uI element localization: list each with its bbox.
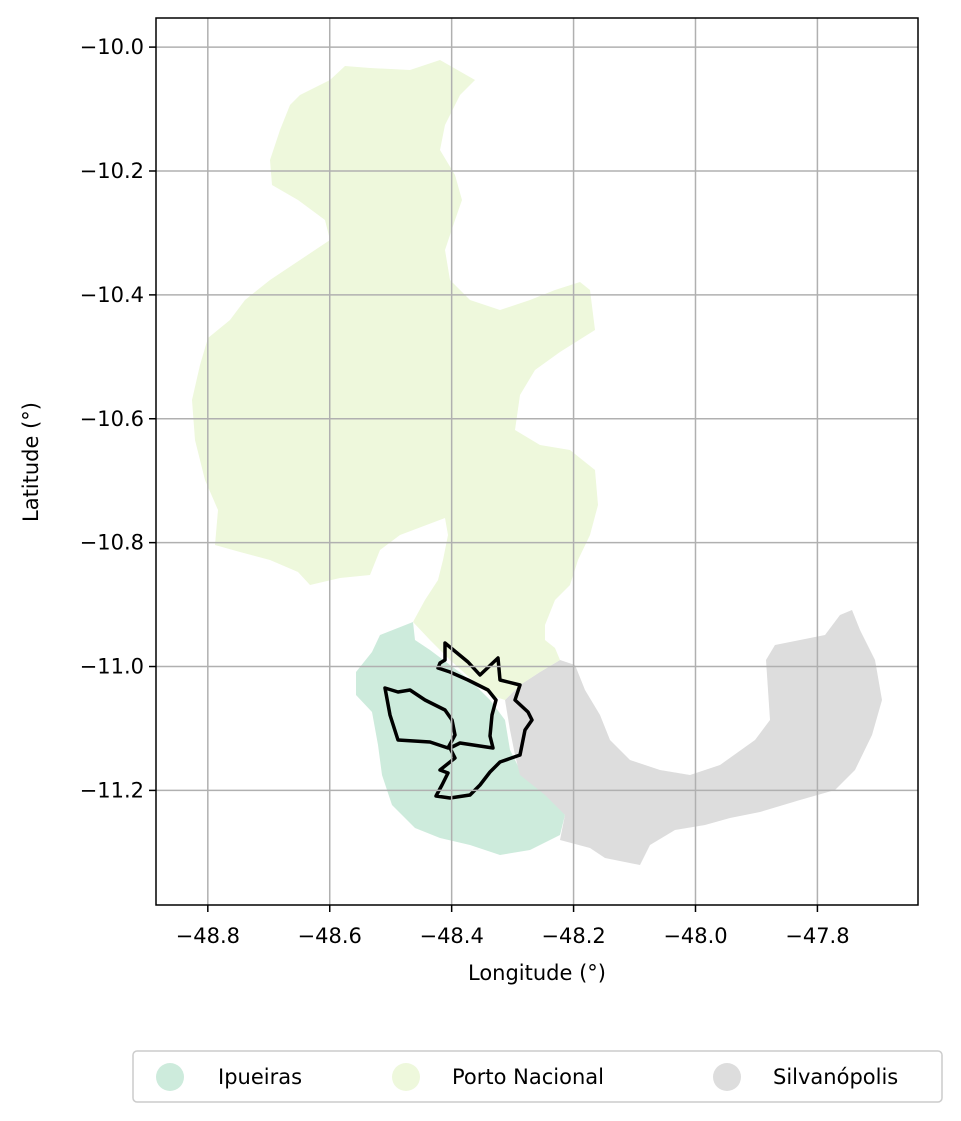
legend-marker-ipueiras [156, 1063, 184, 1091]
y-tick-label: −11.2 [80, 778, 144, 802]
plot-area [192, 60, 882, 865]
legend-label-ipueiras: Ipueiras [218, 1065, 302, 1089]
legend-marker-silvanopolis [713, 1063, 741, 1091]
y-tick-label: −10.6 [80, 407, 144, 431]
y-axis-label: Latitude (°) [19, 402, 43, 522]
x-tick-label: −48.0 [663, 924, 727, 948]
y-tick-label: −10.8 [80, 531, 144, 555]
region-silvanopolis [505, 610, 882, 865]
x-tick-label: −48.4 [419, 924, 483, 948]
x-tick-label: −48.8 [176, 924, 240, 948]
x-axis-label: Longitude (°) [468, 961, 606, 985]
grid-lines [156, 18, 918, 905]
x-tick-label: −48.2 [541, 924, 605, 948]
region-ipueiras [356, 622, 565, 855]
x-axis: −48.8 −48.6 −48.4 −48.2 −48.0 −47.8 [176, 905, 850, 948]
legend-box [132, 1050, 943, 1103]
x-tick-label: −47.8 [785, 924, 849, 948]
y-tick-label: −10.0 [80, 35, 144, 59]
region-porto-nacional [192, 60, 598, 700]
legend-label-porto-nacional: Porto Nacional [452, 1065, 604, 1089]
y-tick-label: −11.0 [80, 655, 144, 679]
axes-frame [155, 17, 919, 906]
y-tick-label: −10.4 [80, 283, 144, 307]
y-tick-label: −10.2 [80, 159, 144, 183]
legend: Ipueiras Porto Nacional Silvanópolis [132, 1050, 943, 1103]
x-tick-label: −48.6 [298, 924, 362, 948]
legend-label-silvanopolis: Silvanópolis [773, 1065, 898, 1089]
legend-marker-porto-nacional [392, 1063, 420, 1091]
y-axis: −10.0 −10.2 −10.4 −10.6 −10.8 −11.0 −11.2 [80, 35, 156, 802]
